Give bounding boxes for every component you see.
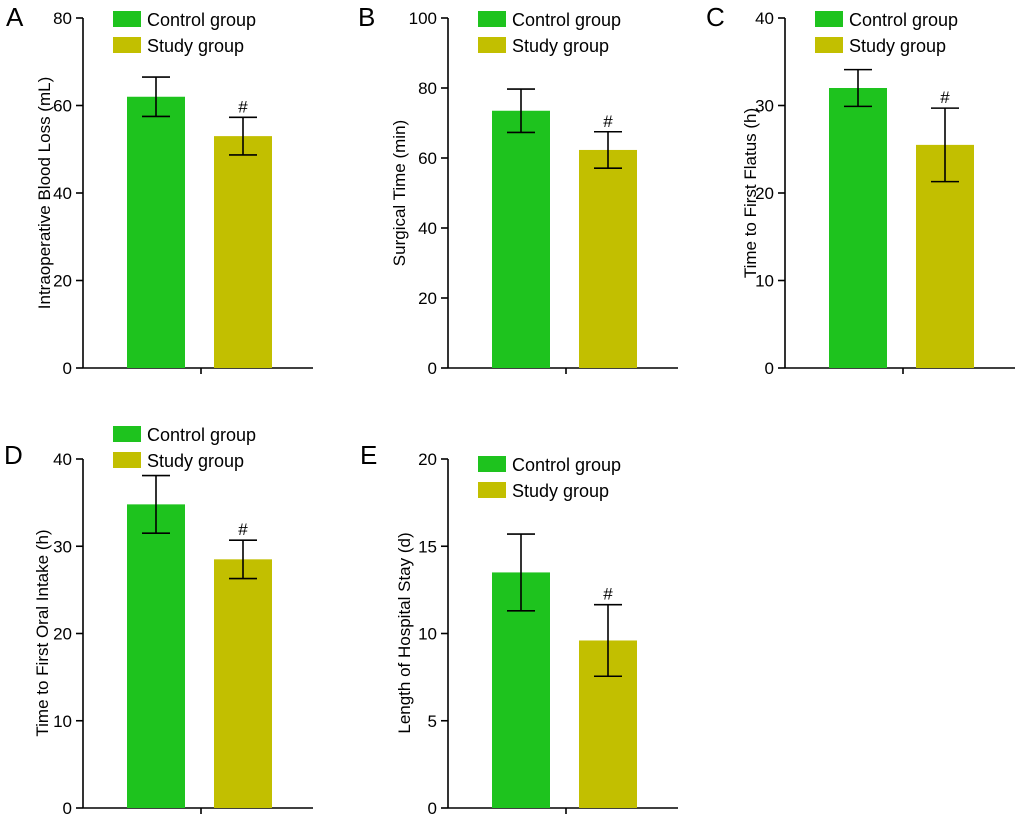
legend-swatch-study [815, 37, 843, 53]
panel-e: E 0 5 10 15 20 Length of Hospital Stay (d) # Con… [360, 440, 678, 818]
panel-d: D 0 10 20 30 40 Time to First Oral Intake (h) #… [4, 425, 313, 818]
bar-study [214, 136, 272, 368]
legend-label-control: Control group [147, 10, 256, 30]
y-tick-label: 40 [53, 184, 72, 203]
panel-letter: D [4, 440, 23, 470]
y-tick-label: 20 [53, 625, 72, 644]
legend-label-study: Study group [512, 481, 609, 501]
y-axis-title: Length of Hospital Stay (d) [395, 532, 414, 733]
panel-a: A 0 20 40 60 80 Intraoperative Blood Loss (mL)… [6, 2, 313, 378]
bar-control [492, 572, 550, 808]
y-tick-label: 10 [755, 272, 774, 291]
significance-mark: # [603, 585, 613, 604]
bar-control [127, 504, 185, 808]
y-tick-label: 100 [409, 9, 437, 28]
legend-label-control: Control group [147, 425, 256, 445]
significance-mark: # [940, 88, 950, 107]
y-tick-label: 60 [418, 149, 437, 168]
y-tick-label: 40 [53, 450, 72, 469]
y-tick-label: 15 [418, 537, 437, 556]
legend-swatch-control [478, 456, 506, 472]
y-tick-label: 20 [53, 272, 72, 291]
y-axis-title: Time to First Flatus (h) [741, 108, 760, 278]
y-tick-label: 60 [53, 97, 72, 116]
y-tick-label: 80 [53, 9, 72, 28]
panel-letter: A [6, 2, 24, 32]
legend-label-control: Control group [849, 10, 958, 30]
panel-letter: C [706, 2, 725, 32]
y-tick-label: 30 [755, 97, 774, 116]
significance-mark: # [603, 112, 613, 131]
y-tick-label: 20 [755, 184, 774, 203]
legend-label-study: Study group [512, 36, 609, 56]
bar-study [214, 559, 272, 808]
y-axis-title: Time to First Oral Intake (h) [33, 529, 52, 736]
panel-b: B 0 20 40 60 80 100 Surgical Time (min) # Control… [358, 2, 678, 378]
panel-letter: E [360, 440, 377, 470]
legend-swatch-control [815, 11, 843, 27]
bar-control [829, 88, 887, 368]
y-tick-label: 0 [765, 359, 774, 378]
legend-swatch-study [478, 482, 506, 498]
legend-label-study: Study group [147, 36, 244, 56]
y-tick-label: 20 [418, 289, 437, 308]
panel-c: C 0 10 20 30 40 Time to First Flatus (h) # Contr… [706, 2, 1015, 378]
y-tick-label: 20 [418, 450, 437, 469]
y-tick-label: 30 [53, 537, 72, 556]
bar-control [492, 110, 550, 368]
y-tick-label: 10 [418, 625, 437, 644]
legend-label-study: Study group [147, 451, 244, 471]
legend-label-control: Control group [512, 455, 621, 475]
bar-control [127, 96, 185, 368]
y-axis-title: Intraoperative Blood Loss (mL) [35, 77, 54, 309]
legend-swatch-study [113, 37, 141, 53]
y-tick-label: 0 [428, 359, 437, 378]
y-tick-label: 80 [418, 79, 437, 98]
legend-swatch-control [478, 11, 506, 27]
y-axis-title: Surgical Time (min) [390, 120, 409, 266]
panel-letter: B [358, 2, 375, 32]
y-tick-label: 10 [53, 712, 72, 731]
bar-study [579, 149, 637, 368]
y-tick-label: 0 [63, 799, 72, 818]
y-tick-label: 0 [63, 359, 72, 378]
y-tick-label: 0 [428, 799, 437, 818]
legend-label-control: Control group [512, 10, 621, 30]
legend-swatch-study [478, 37, 506, 53]
y-tick-label: 40 [418, 219, 437, 238]
significance-mark: # [238, 97, 248, 116]
legend-swatch-study [113, 452, 141, 468]
legend-label-study: Study group [849, 36, 946, 56]
y-tick-label: 40 [755, 9, 774, 28]
legend-swatch-control [113, 11, 141, 27]
significance-mark: # [238, 520, 248, 539]
y-tick-label: 5 [428, 712, 437, 731]
legend-swatch-control [113, 426, 141, 442]
